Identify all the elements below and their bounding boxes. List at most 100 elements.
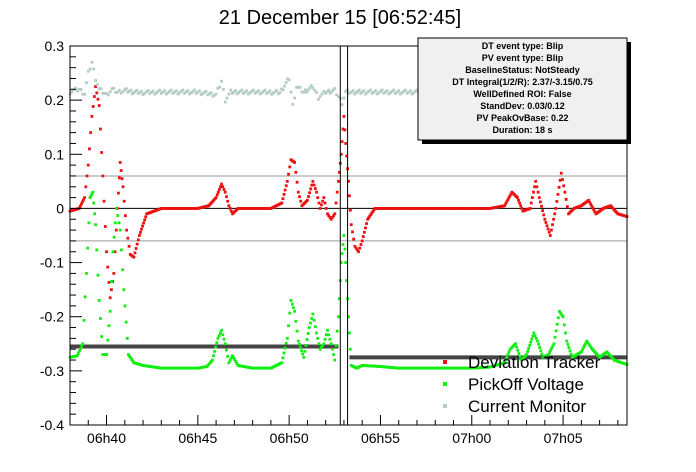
data-point [323,201,327,205]
data-point [121,90,125,93]
data-point [567,346,571,349]
data-point [220,182,223,186]
data-point [296,85,300,89]
data-point [395,90,399,94]
data-point [306,198,309,202]
data-point [301,352,305,356]
data-point [117,176,121,180]
data-point [141,224,144,228]
data-point [327,88,331,92]
data-point [374,89,377,93]
data-point [127,244,131,248]
data-point [509,192,513,196]
data-point [380,88,384,92]
data-point [216,190,220,194]
data-point [324,91,328,95]
data-point [178,91,181,95]
data-point [103,225,107,228]
data-point [136,238,140,242]
data-point [400,91,404,95]
data-point [339,152,343,156]
data-point [83,196,87,199]
data-point [543,217,547,221]
data-point [281,356,285,360]
data-point [351,89,355,93]
data-point [222,188,226,191]
data-point [108,309,112,313]
data-point [96,273,100,277]
data-point [94,79,97,82]
data-point [116,214,120,218]
data-point [284,341,288,345]
x-tick-label: 07h00 [452,430,491,446]
data-point [79,347,82,350]
legend-entry: Current Monitor [468,397,586,416]
data-point [159,91,163,95]
data-point [81,92,85,96]
data-point [321,199,325,203]
data-point [164,92,168,96]
data-point [311,86,315,90]
data-point [223,342,227,346]
data-point [176,92,180,96]
data-point [112,86,116,90]
data-point [369,213,373,217]
data-point [218,85,222,89]
data-point [113,221,117,225]
data-point [368,214,372,218]
data-point [110,280,113,283]
data-point [344,261,348,264]
data-point [70,90,74,94]
data-point [366,217,370,221]
data-point [365,222,368,225]
data-point [585,339,589,343]
data-point [106,93,110,97]
data-point [293,96,297,100]
info-box: DT event type: Blip PV event type: Blip Ba… [417,37,631,144]
data-point [311,312,315,316]
data-point [555,199,559,203]
data-point [204,89,208,93]
data-point [119,91,123,95]
data-point [337,95,340,99]
data-point [85,272,88,275]
data-point [348,91,351,95]
data-point [372,208,376,212]
data-point [132,255,136,259]
data-point [358,246,362,250]
data-point [318,207,322,210]
data-point [367,216,371,220]
data-point [556,192,560,196]
data-point [504,358,508,362]
data-point [347,315,350,319]
data-point [555,322,559,326]
data-point [90,192,94,196]
data-point [544,221,548,224]
data-point [317,342,321,346]
data-point [293,309,297,313]
data-point [243,90,247,94]
data-point [148,92,152,96]
data-point [320,92,324,96]
data-point [405,91,409,95]
data-point [99,317,102,320]
data-point [402,89,406,93]
data-point [283,188,287,192]
data-point [361,235,365,238]
data-point [506,198,510,202]
data-point [529,201,533,205]
data-point [92,67,96,71]
data-point [348,208,352,212]
data-point [531,334,535,338]
data-point [349,90,353,94]
data-point [559,171,563,175]
data-point [289,90,293,94]
data-point [560,313,564,317]
data-point [517,198,520,202]
data-point [340,140,344,144]
data-point [294,319,298,323]
data-point [387,92,391,96]
data-point [87,221,91,225]
data-point [266,90,270,94]
y-tick-label: -0.1 [40,255,64,271]
